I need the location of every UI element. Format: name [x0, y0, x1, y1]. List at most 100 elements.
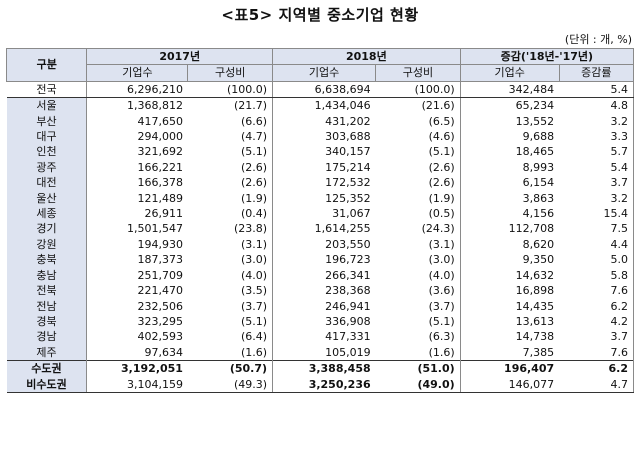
count-2018: 196,723 [272, 252, 376, 268]
ratio-2018: (3.6) [428, 284, 455, 298]
table-row: 수도권 3,192,051 (50.7) 3,388,458 (51.0) 196,407… [6, 360, 635, 377]
count-2018: 431,202 [272, 113, 376, 130]
sme-region-table: 구분 2017년 2018년 증감('18년-'17년) 기업수 구성비 기업수… [5, 47, 635, 393]
count-change: 196,407 [459, 360, 560, 377]
ratio-2018: (6.5) [428, 114, 455, 128]
count-change: 14,435 [459, 298, 560, 314]
rate-change: 3.3 [559, 129, 635, 145]
ratio-2017: (3.0) [240, 253, 268, 267]
region-name: 경남 [6, 329, 87, 345]
ratio-2017: (3.1) [240, 237, 268, 251]
ratio-2017: (49.3) [187, 376, 273, 393]
table-row: 전북 221,470 (3.5) 238,368 (3.6) 16,898 7.6 [6, 283, 635, 299]
count-2017: 97,634 [86, 344, 188, 361]
table-row: 전남 232,506 (3.7) 246,941 (3.7) 14,435 6.2 [6, 298, 635, 314]
region-name: 전북 [6, 283, 87, 299]
count-2017: 221,470 [86, 283, 188, 299]
ratio-2017: (6.4) [240, 330, 268, 344]
ratio-2017: (4.7) [240, 130, 268, 144]
count-2018: 175,214 [272, 159, 376, 176]
count-change: 14,738 [459, 329, 560, 345]
count-change: 14,632 [459, 267, 560, 284]
region-name: 울산 [6, 190, 87, 207]
region-name: 비수도권 [6, 376, 87, 393]
count-2018: 125,352 [272, 190, 376, 207]
ratio-2018: (2.6) [428, 160, 455, 174]
region-name: 인천 [6, 144, 87, 160]
table-row: 서울 1,368,812 (21.7) 1,434,046 (21.6) 65,234 4.… [6, 97, 635, 114]
rate-change: 7.5 [559, 221, 635, 237]
count-change: 13,613 [459, 313, 560, 330]
region-name: 서울 [6, 97, 87, 114]
count-2017: 294,000 [86, 129, 188, 145]
rate-change: 4.8 [559, 97, 635, 114]
count-2017: 251,709 [86, 267, 188, 284]
ratio-2017: (5.1) [240, 314, 268, 328]
count-change: 3,863 [459, 190, 560, 207]
ratio-2017: (23.8) [233, 222, 268, 236]
ratio-2018: (4.0) [428, 268, 455, 282]
table-row: 부산 417,650 (6.6) 431,202 (6.5) 13,552 3.2 [6, 113, 635, 130]
rate-change: 4.4 [559, 236, 635, 253]
count-change: 112,708 [459, 221, 560, 237]
ratio-2017: (4.0) [240, 268, 268, 282]
header-gubun: 구분 [5, 48, 88, 82]
region-name: 제주 [6, 344, 87, 361]
count-2018: 1,434,046 [272, 97, 376, 114]
count-2017: 3,104,159 [86, 376, 188, 393]
count-2018: 31,067 [272, 206, 376, 222]
count-2018: 266,341 [272, 267, 376, 284]
ratio-2018: (0.5) [428, 207, 455, 221]
rate-change: 6.2 [559, 298, 635, 314]
count-change: 9,688 [459, 129, 560, 145]
ratio-2018: (100.0) [375, 81, 461, 99]
count-2017: 3,192,051 [86, 360, 188, 377]
rate-change: 5.8 [559, 267, 635, 284]
table-row: 세종 26,911 (0.4) 31,067 (0.5) 4,156 15.4 [6, 206, 635, 222]
count-2017: 6,296,210 [86, 81, 188, 99]
region-name: 충북 [6, 252, 87, 268]
ratio-2017: (100.0) [187, 81, 273, 99]
region-name: 대전 [6, 175, 87, 191]
count-2017: 1,368,812 [86, 97, 188, 114]
rate-change: 5.7 [559, 144, 635, 160]
count-2017: 166,221 [86, 159, 188, 176]
region-name: 대구 [6, 129, 87, 145]
region-name: 전국 [6, 81, 87, 99]
rate-change: 5.4 [559, 81, 635, 99]
table-row: 울산 121,489 (1.9) 125,352 (1.9) 3,863 3.2 [6, 190, 635, 207]
ratio-2017: (1.6) [240, 345, 268, 359]
rate-change: 15.4 [559, 206, 635, 222]
rate-change: 3.7 [559, 175, 635, 191]
region-name: 경기 [6, 221, 87, 237]
header-count-2017: 기업수 [86, 64, 189, 82]
ratio-2018: (5.1) [428, 145, 455, 159]
table-title: <표5> 지역별 중소기업 현황 [221, 6, 419, 24]
ratio-2018: (21.6) [421, 99, 455, 113]
ratio-2017: (1.9) [240, 191, 268, 205]
ratio-2017: (5.1) [240, 145, 268, 159]
rate-change: 6.2 [559, 360, 635, 377]
ratio-2018: (3.7) [428, 299, 455, 313]
count-change: 342,484 [459, 81, 560, 99]
table-row: 강원 194,930 (3.1) 203,550 (3.1) 8,620 4.4 [6, 236, 635, 253]
region-name: 수도권 [6, 360, 87, 377]
count-change: 8,993 [459, 159, 560, 176]
region-name: 부산 [6, 113, 87, 130]
unit-note: (단위 : 개, %) [564, 33, 632, 46]
header-2018: 2018년 [272, 47, 461, 66]
count-change: 7,385 [459, 344, 560, 361]
count-2018: 105,019 [272, 344, 376, 361]
table-row: 제주 97,634 (1.6) 105,019 (1.6) 7,385 7.6 [6, 344, 635, 361]
ratio-2017: (2.6) [240, 176, 268, 190]
ratio-2018: (51.0) [375, 360, 461, 377]
ratio-2018: (6.3) [428, 330, 455, 344]
region-name: 세종 [6, 206, 87, 222]
count-change: 6,154 [459, 175, 560, 191]
count-change: 9,350 [459, 252, 560, 268]
ratio-2017: (50.7) [187, 360, 273, 377]
count-2017: 121,489 [86, 190, 188, 207]
count-2018: 172,532 [272, 175, 376, 191]
count-2018: 203,550 [272, 236, 376, 253]
count-2017: 417,650 [86, 113, 188, 130]
